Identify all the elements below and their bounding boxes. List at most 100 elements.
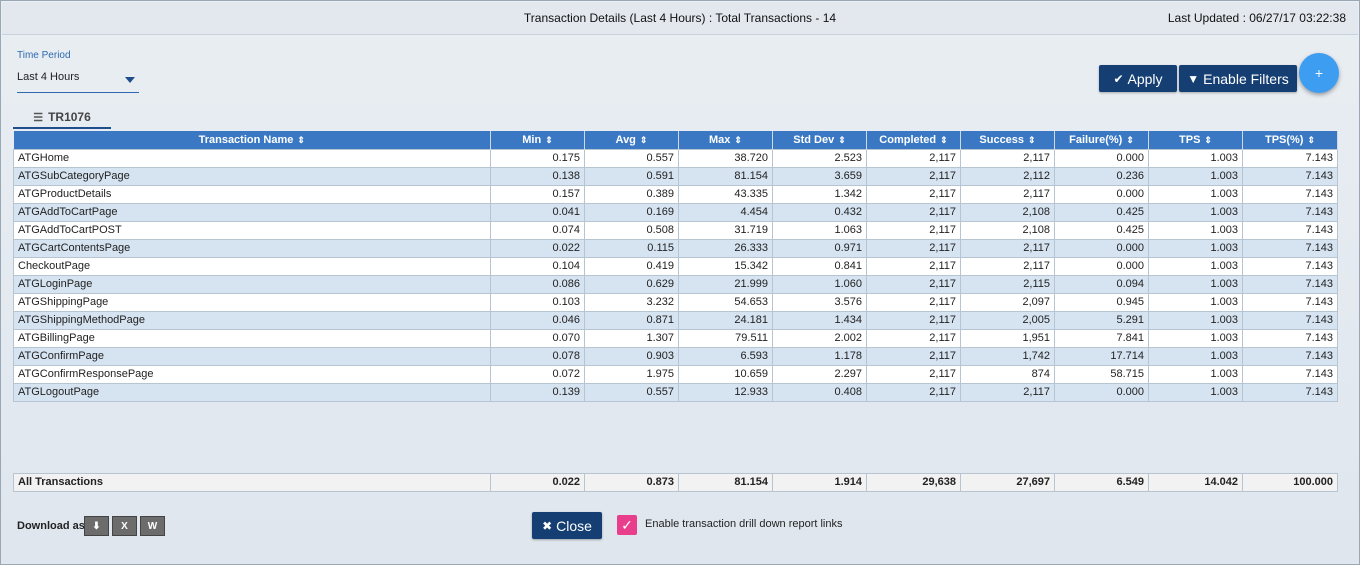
excel-icon[interactable]: X xyxy=(112,516,137,536)
table-cell: 7.143 xyxy=(1242,184,1338,204)
table-row[interactable]: ATGLogoutPage 0.139 0.557 12.933 0.408 2,117 2… xyxy=(13,382,1338,402)
table-cell: 0.903 xyxy=(584,346,679,366)
total-cell: 100.000 xyxy=(1242,472,1338,492)
column-header[interactable]: TPS(%) ⇕ xyxy=(1242,131,1338,149)
column-header[interactable]: Min ⇕ xyxy=(490,131,585,149)
table-cell: 0.078 xyxy=(490,346,585,366)
table-row[interactable]: ATGLoginPage 0.086 0.629 21.999 1.060 2,117 2,… xyxy=(13,274,1338,294)
caret-down-icon xyxy=(125,77,135,83)
total-cell: 6.549 xyxy=(1054,472,1149,492)
table-cell: ATGConfirmResponsePage xyxy=(13,364,491,384)
table-row[interactable]: ATGShippingPage 0.103 3.232 54.653 3.576 2,11… xyxy=(13,292,1338,312)
filter-bar: Time Period Last 4 Hours ✔ Apply ▼ Enabl… xyxy=(4,37,1356,103)
table-cell: 0.074 xyxy=(490,220,585,240)
apply-button[interactable]: ✔ Apply xyxy=(1099,65,1177,92)
table-cell: 1.003 xyxy=(1148,328,1243,348)
table-cell: 1.178 xyxy=(772,346,867,366)
total-cell: 81.154 xyxy=(678,472,773,492)
table-cell: ATGSubCategoryPage xyxy=(13,166,491,186)
table-cell: CheckoutPage xyxy=(13,256,491,276)
table-cell: 0.000 xyxy=(1054,238,1149,258)
table-cell: 2,117 xyxy=(866,328,961,348)
word-icon[interactable]: W xyxy=(140,516,165,536)
column-header[interactable]: Failure(%) ⇕ xyxy=(1054,131,1149,149)
table-cell: 0.139 xyxy=(490,382,585,402)
table-row[interactable]: ATGHome 0.175 0.557 38.720 2.523 2,117 2,117 0.… xyxy=(13,148,1338,168)
table-cell: 3.659 xyxy=(772,166,867,186)
table-cell: 12.933 xyxy=(678,382,773,402)
total-cell: 1.914 xyxy=(772,472,867,492)
table-cell: 0.557 xyxy=(584,382,679,402)
table-cell: 0.629 xyxy=(584,274,679,294)
table-cell: 2.297 xyxy=(772,364,867,384)
table-row[interactable]: ATGSubCategoryPage 0.138 0.591 81.154 3.659 2… xyxy=(13,166,1338,186)
table-cell: ATGCartContentsPage xyxy=(13,238,491,258)
table-cell: 2.002 xyxy=(772,328,867,348)
table-cell: 0.169 xyxy=(584,202,679,222)
table-cell: 21.999 xyxy=(678,274,773,294)
enable-filters-button[interactable]: ▼ Enable Filters xyxy=(1179,65,1297,92)
table-cell: 1.003 xyxy=(1148,292,1243,312)
table-cell: 2,117 xyxy=(866,274,961,294)
table-row[interactable]: CheckoutPage 0.104 0.419 15.342 0.841 2,117 2,… xyxy=(13,256,1338,276)
table-cell: 1.003 xyxy=(1148,238,1243,258)
column-header[interactable]: Success ⇕ xyxy=(960,131,1055,149)
table-cell: 26.333 xyxy=(678,238,773,258)
table-row[interactable]: ATGConfirmPage 0.078 0.903 6.593 1.178 2,117 1… xyxy=(13,346,1338,366)
table-row[interactable]: ATGAddToCartPOST 0.074 0.508 31.719 1.063 2,1… xyxy=(13,220,1338,240)
table-cell: 7.143 xyxy=(1242,292,1338,312)
table-row[interactable]: ATGShippingMethodPage 0.046 0.871 24.181 1.4… xyxy=(13,310,1338,330)
table-cell: 0.419 xyxy=(584,256,679,276)
table-cell: 1.003 xyxy=(1148,202,1243,222)
column-header[interactable]: Std Dev ⇕ xyxy=(772,131,867,149)
table-cell: 1.003 xyxy=(1148,346,1243,366)
column-header[interactable]: Completed ⇕ xyxy=(866,131,961,149)
table-cell: 0.236 xyxy=(1054,166,1149,186)
table-cell: 2,117 xyxy=(866,184,961,204)
table-cell: 2,117 xyxy=(866,310,961,330)
table-row[interactable]: ATGCartContentsPage 0.022 0.115 26.333 0.971… xyxy=(13,238,1338,258)
sort-icon: ⇕ xyxy=(838,134,846,145)
table-cell: 1.003 xyxy=(1148,148,1243,168)
column-header[interactable]: TPS ⇕ xyxy=(1148,131,1243,149)
table-cell: 0.971 xyxy=(772,238,867,258)
table-cell: ATGProductDetails xyxy=(13,184,491,204)
table-cell: 0.175 xyxy=(490,148,585,168)
table-cell: 2,117 xyxy=(866,382,961,402)
drilldown-checkbox[interactable]: ✓ xyxy=(617,515,637,535)
table-cell: 0.508 xyxy=(584,220,679,240)
table-cell: 2,117 xyxy=(866,238,961,258)
add-button[interactable]: + xyxy=(1299,53,1339,93)
close-button[interactable]: ✖ Close xyxy=(532,512,602,539)
table-cell: 7.143 xyxy=(1242,310,1338,330)
table-row[interactable]: ATGProductDetails 0.157 0.389 43.335 1.342 2,… xyxy=(13,184,1338,204)
table-cell: 1.307 xyxy=(584,328,679,348)
sort-icon: ⇕ xyxy=(297,134,305,145)
download-label: Download as xyxy=(17,520,85,532)
column-header[interactable]: Max ⇕ xyxy=(678,131,773,149)
table-cell: 0.138 xyxy=(490,166,585,186)
tab-tr1076[interactable]: ☰ TR1076 xyxy=(13,107,111,129)
table-cell: 1.003 xyxy=(1148,274,1243,294)
table-cell: ATGShippingPage xyxy=(13,292,491,312)
page-title: Transaction Details (Last 4 Hours) : Tot… xyxy=(523,11,837,25)
table-cell: 7.143 xyxy=(1242,220,1338,240)
sort-icon: ⇕ xyxy=(1126,134,1134,145)
table-row[interactable]: ATGConfirmResponsePage 0.072 1.975 10.659 2.… xyxy=(13,364,1338,384)
table-cell: 2,117 xyxy=(960,184,1055,204)
list-icon: ☰ xyxy=(33,111,44,124)
column-header[interactable]: Avg ⇕ xyxy=(584,131,679,149)
sort-icon: ⇕ xyxy=(545,134,553,145)
time-period-select[interactable]: Last 4 Hours xyxy=(17,67,139,93)
table-cell: ATGLoginPage xyxy=(13,274,491,294)
table-row[interactable]: ATGAddToCartPage 0.041 0.169 4.454 0.432 2,11… xyxy=(13,202,1338,222)
table-cell: 2,117 xyxy=(866,256,961,276)
drilldown-label: Enable transaction drill down report lin… xyxy=(645,518,843,530)
sort-icon: ⇕ xyxy=(1028,134,1036,145)
table-row[interactable]: ATGBillingPage 0.070 1.307 79.511 2.002 2,117… xyxy=(13,328,1338,348)
table-cell: 2,005 xyxy=(960,310,1055,330)
pdf-icon[interactable]: ⬇ xyxy=(84,516,109,536)
table-header-row: Transaction Name ⇕ Min ⇕ Avg ⇕ Max ⇕ Std Dev… xyxy=(13,131,1338,149)
column-header[interactable]: Transaction Name ⇕ xyxy=(13,131,491,149)
